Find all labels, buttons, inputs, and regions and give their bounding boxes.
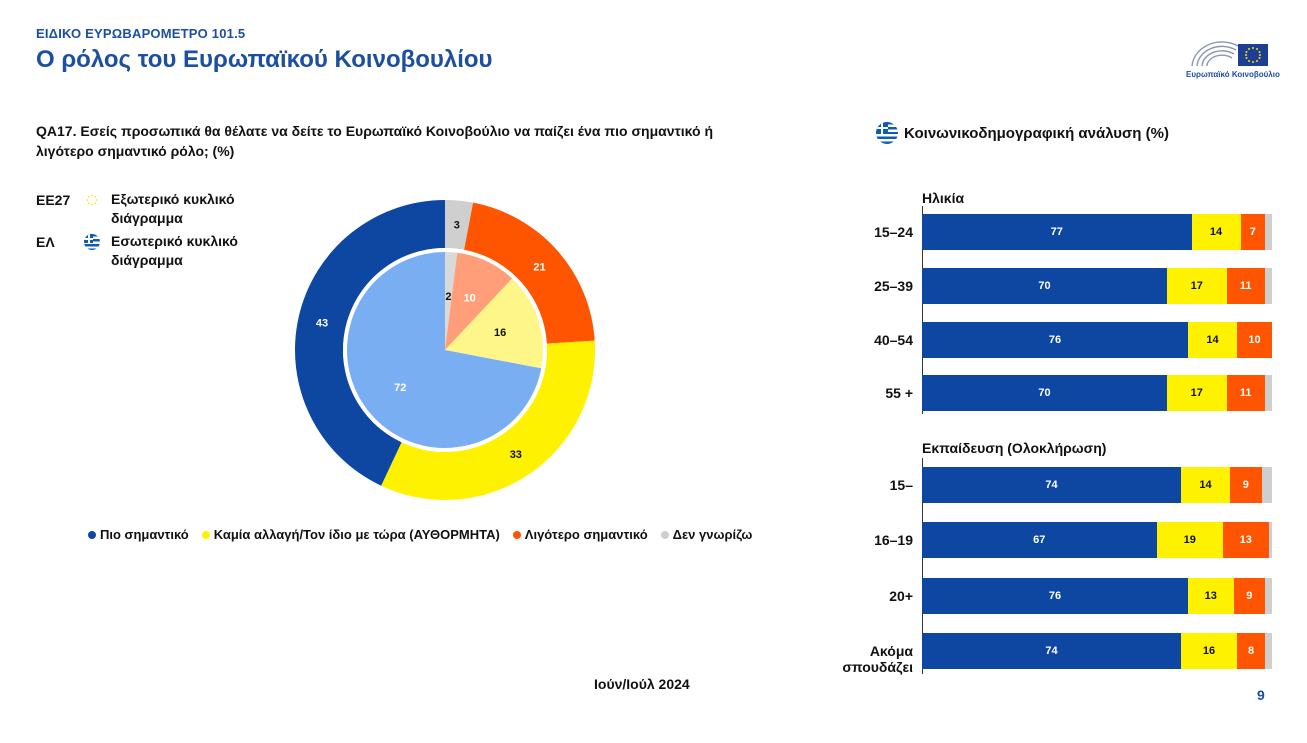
legend-swatch — [201, 530, 210, 539]
inner-pie-slice — [347, 252, 542, 448]
legend-swatch — [660, 530, 669, 539]
bar-segment: 13 — [1188, 578, 1234, 614]
stacked-bar: 77 14 7 — [922, 214, 1272, 250]
bar-segment — [1265, 578, 1272, 614]
bar-row-label: 20+ — [889, 588, 913, 604]
outer-ring-slice — [295, 200, 445, 486]
education-axis-line — [922, 458, 923, 674]
greece-flag-icon — [84, 234, 100, 250]
bar-row-label: 40–54 — [874, 332, 913, 348]
stacked-bar: 74 14 9 — [922, 467, 1272, 503]
bar-segment: 70 — [922, 268, 1167, 304]
parliament-hemicycle-icon — [1191, 41, 1268, 67]
legend-label: Δεν γνωρίζω — [672, 527, 753, 542]
bar-segment: 76 — [922, 578, 1188, 614]
logo-caption: Ευρωπαϊκό Κοινοβούλιο — [1186, 70, 1280, 79]
bar-segment: 76 — [922, 322, 1188, 358]
greece-flag-icon — [876, 122, 898, 144]
legend-swatch — [512, 530, 521, 539]
stacked-bar: 67 19 13 — [922, 522, 1272, 558]
legend-label: Πιο σημαντικό — [100, 527, 189, 542]
bar-segment: 16 — [1181, 633, 1237, 669]
legend-label: Καμία αλλαγή/Τον ίδιο με τώρα (ΑΥΘΟΡΜΗΤΑ… — [213, 527, 500, 542]
education-group-title: Εκπαίδευση (Ολοκλήρωση) — [922, 440, 1107, 456]
bar-segment: 9 — [1233, 578, 1265, 614]
bar-segment: 77 — [922, 214, 1192, 250]
outer-ring-slice — [464, 202, 595, 344]
bar-segment: 10 — [1237, 322, 1272, 358]
bar-segment — [1268, 522, 1272, 558]
bar-segment: 11 — [1226, 375, 1265, 411]
inner-pie-value-label: 16 — [494, 327, 506, 339]
bar-segment — [1261, 467, 1272, 503]
bar-segment: 14 — [1191, 214, 1241, 250]
page-title: Ο ρόλος του Ευρωπαϊκού Κοινοβουλίου — [36, 46, 493, 73]
bar-segment: 74 — [922, 633, 1181, 669]
bar-segment — [1265, 268, 1272, 304]
stacked-bar: 76 14 10 — [922, 322, 1272, 358]
bar-segment: 13 — [1223, 522, 1269, 558]
inner-pie-value-label: 10 — [464, 293, 476, 305]
bar-row-label: 15– — [889, 477, 913, 493]
question-text: QA17. Εσείς προσωπικά θα θέλατε να δείτε… — [36, 123, 714, 159]
inner-pie-slice — [445, 278, 543, 369]
outer-ring-value-label: 33 — [510, 449, 522, 461]
bar-row-label: Ακόμα σπουδάζει — [842, 643, 913, 675]
european-parliament-logo — [1186, 32, 1270, 75]
survey-date: Ιούν/Ιούλ 2024 — [594, 676, 690, 692]
bar-segment: 7 — [1240, 214, 1265, 250]
legend-swatch — [88, 530, 96, 539]
demographics-header: Κοινωνικοδημογραφική ανάλυση (%) — [876, 122, 1169, 144]
bar-segment: 9 — [1230, 467, 1262, 503]
inner-pie-value-label: 2 — [445, 291, 451, 303]
outer-ring-code: ΕΕ27 — [36, 192, 71, 208]
bar-segment: 17 — [1167, 268, 1227, 304]
stacked-bar: 70 17 11 — [922, 268, 1272, 304]
inner-pie-slice — [445, 252, 458, 350]
legend-item: Λιγότερο σημαντικό — [512, 527, 648, 542]
age-axis-line — [922, 206, 923, 414]
chart-legend: Πιο σημαντικό Καμία αλλαγή/Τον ίδιο με τώ… — [88, 527, 752, 542]
donut-chart: 3 21 33 43 2 10 16 72 — [295, 200, 595, 500]
inner-ring-label: Εσωτερικό κυκλικό διάγραμμα — [111, 233, 238, 268]
inner-pie-value-label: 72 — [394, 382, 406, 394]
legend-item: Καμία αλλαγή/Τον ίδιο με τώρα (ΑΥΘΟΡΜΗΤΑ… — [201, 527, 500, 542]
age-group-title: Ηλικία — [922, 190, 965, 206]
bar-segment: 11 — [1226, 268, 1265, 304]
page-number: 9 — [1257, 687, 1265, 703]
outer-ring-slice — [381, 340, 595, 500]
bar-segment — [1265, 633, 1272, 669]
legend-item: Δεν γνωρίζω — [660, 527, 753, 542]
outer-ring-value-label: 3 — [454, 220, 460, 232]
inner-ring-code: ΕΛ — [36, 234, 55, 250]
bar-segment: 67 — [922, 522, 1157, 558]
outer-ring-value-label: 21 — [533, 262, 545, 274]
bar-segment: 14 — [1181, 467, 1230, 503]
outer-ring-label: Εξωτερικό κυκλικό διάγραμμα — [111, 191, 235, 226]
bar-row-label: 15–24 — [874, 224, 913, 240]
inner-ring-key: ΕΛ Εσωτερικό κυκλικό διάγραμμα — [36, 233, 238, 268]
bar-segment: 19 — [1156, 522, 1223, 558]
stacked-bar: 70 17 11 — [922, 375, 1272, 411]
bar-segment: 70 — [922, 375, 1167, 411]
bar-row-label: 16–19 — [874, 532, 913, 548]
outer-ring-slice — [445, 200, 474, 250]
legend-label: Λιγότερο σημαντικό — [524, 527, 648, 542]
demographics-title: Κοινωνικοδημογραφική ανάλυση (%) — [904, 124, 1169, 142]
inner-pie-slice — [445, 252, 513, 350]
legend-item: Πιο σημαντικό — [88, 527, 189, 542]
bar-segment: 74 — [922, 467, 1181, 503]
bar-segment: 14 — [1188, 322, 1237, 358]
bar-row-label: 25–39 — [874, 278, 913, 294]
stacked-bar: 76 13 9 — [922, 578, 1272, 614]
report-eyebrow: ΕΙΔΙΚΟ ΕΥΡΩΒΑΡΟΜΕΤΡΟ 101.5 — [36, 26, 246, 41]
bar-segment — [1265, 214, 1272, 250]
stacked-bar: 74 16 8 — [922, 633, 1272, 669]
bar-segment — [1265, 375, 1272, 411]
bar-row-label: 55 + — [885, 385, 913, 401]
bar-segment: 8 — [1237, 633, 1265, 669]
bar-segment: 17 — [1167, 375, 1227, 411]
outer-ring-value-label: 43 — [316, 318, 328, 330]
